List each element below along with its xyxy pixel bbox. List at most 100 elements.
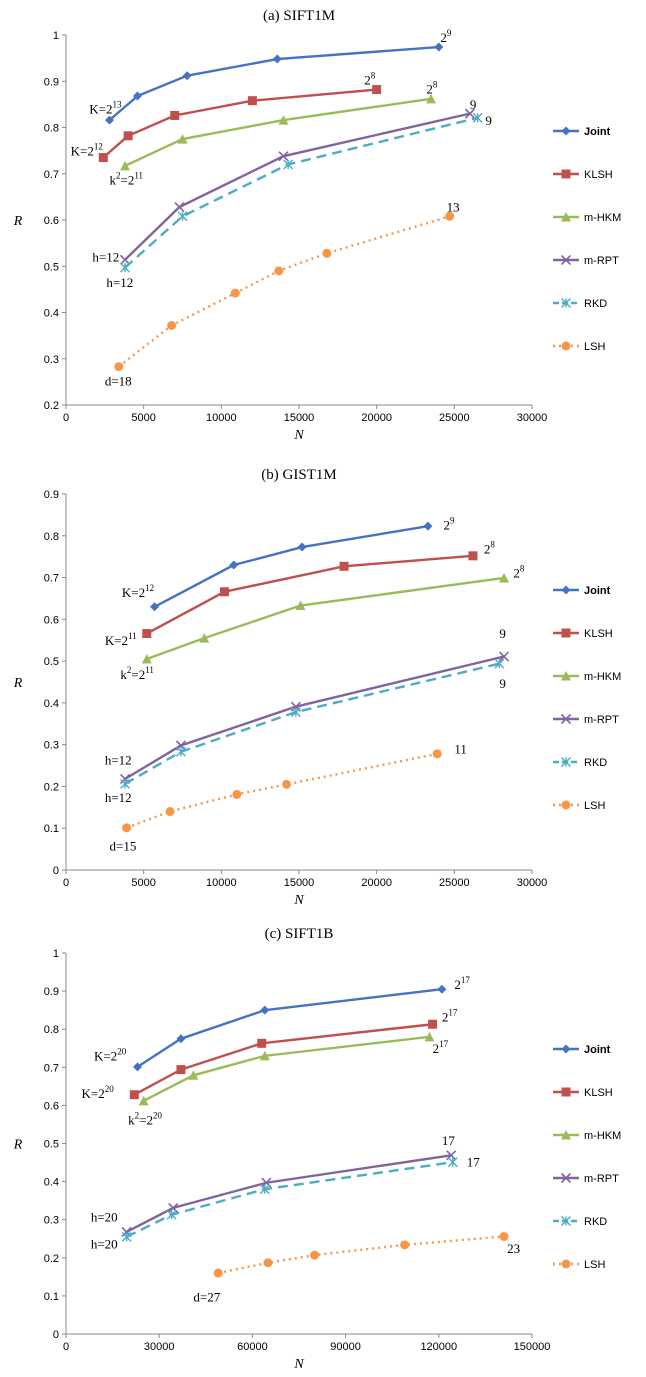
x-tick-label: 20000 — [361, 412, 392, 424]
data-point-lsh — [230, 288, 240, 298]
axes: 0.2 0.3 0.4 0.5 0.6 0.7 0.8 0.9 1 0 5000 10000 15000… — [44, 30, 548, 424]
legend-label: LSH — [584, 1259, 605, 1271]
legend-label: m-RPT — [584, 714, 619, 726]
annotation-label: h=12 — [105, 790, 132, 805]
data-point-klsh — [123, 131, 133, 141]
data-point-joint — [104, 115, 114, 125]
y-tick-label: 0.8 — [44, 1024, 59, 1036]
chart-title: (a) SIFT1M — [263, 8, 335, 24]
data-point-m-rpt — [278, 151, 289, 162]
series-line-lsh — [118, 215, 451, 368]
data-point-rkd — [494, 658, 505, 669]
data-point-m-hkm — [177, 134, 188, 144]
data-point-m-hkm — [278, 115, 289, 125]
x-tick-label: 25000 — [439, 412, 470, 424]
series-m-rpt — [119, 651, 510, 784]
series-line-rkd — [124, 662, 500, 785]
series-joint — [132, 984, 447, 1072]
annotation-label: K=212 — [122, 583, 154, 600]
series-m-rpt — [119, 108, 475, 265]
chart-title: (c) SIFT1B — [265, 926, 334, 942]
legend: Joint KLSH m-HKM m-RPT RKD LSH — [553, 126, 621, 353]
series-line-m-rpt — [124, 655, 505, 780]
annotation-label: 28 — [426, 80, 438, 97]
annotation-label: 9 — [470, 97, 477, 112]
legend-item-m-rpt: m-RPT — [553, 713, 619, 726]
x-tick-label: 120000 — [420, 1341, 457, 1353]
y-tick-label: 0.9 — [44, 489, 59, 501]
data-point-m-hkm — [188, 1070, 199, 1080]
x-tick-label: 30000 — [517, 877, 548, 889]
data-point-lsh — [445, 211, 455, 221]
data-point-rkd — [290, 707, 301, 718]
data-point-rkd — [447, 1157, 458, 1168]
x-tick-label: 5000 — [131, 412, 155, 424]
series-joint — [104, 42, 444, 125]
annotation-label: d=15 — [109, 838, 136, 853]
legend-item-m-hkm: m-HKM — [553, 1130, 621, 1142]
y-tick-label: 0.5 — [44, 261, 59, 273]
legend-marker — [560, 1172, 572, 1184]
series-m-rpt — [121, 1150, 457, 1237]
data-point-m-hkm — [199, 633, 210, 643]
legend-item-klsh: KLSH — [553, 169, 613, 181]
x-tick-label: 60000 — [237, 1341, 268, 1353]
x-axis-label: N — [293, 1357, 304, 1372]
x-tick-label: 10000 — [206, 412, 237, 424]
data-point-joint — [423, 521, 433, 531]
axes: 0 0.1 0.2 0.3 0.4 0.5 0.6 0.7 0.8 0.9 0 5000 10000 15… — [44, 489, 548, 889]
y-tick-label: 0.3 — [44, 354, 59, 366]
legend-label: LSH — [584, 341, 605, 353]
annotation-label: K=213 — [89, 100, 122, 117]
chart-panel-a: (a) SIFT1M 0.2 0.3 0.4 0.5 0.6 0.7 0.8 0.9 1 0 5000… — [0, 0, 646, 459]
legend-marker — [561, 1259, 571, 1269]
data-point-klsh — [257, 1038, 267, 1048]
data-point-lsh — [165, 807, 175, 817]
data-point-klsh — [219, 587, 229, 597]
data-point-joint — [132, 91, 142, 101]
data-point-lsh — [167, 320, 177, 330]
annotation-label: 28 — [364, 70, 376, 87]
legend-marker — [561, 628, 571, 638]
series-line-joint — [136, 988, 443, 1068]
chart-panel-b: (b) GIST1M 0 0.1 0.2 0.3 0.4 0.5 0.6 0.7 0.8 0.9 0 5… — [0, 459, 646, 918]
annotation-label: 17 — [442, 1133, 456, 1148]
chart-panel-c: (c) SIFT1B 0 0.1 0.2 0.3 0.4 0.5 0.6 0.7 0.8 0.9 1 0… — [0, 918, 646, 1377]
annotation-label: h=12 — [105, 752, 132, 767]
legend-marker — [561, 169, 571, 179]
y-tick-label: 0.4 — [44, 698, 59, 710]
legend-marker — [561, 1044, 571, 1054]
y-tick-label: 0.2 — [44, 1253, 59, 1265]
legend-marker — [561, 341, 571, 351]
data-point-rkd — [166, 1209, 177, 1220]
annotation-label: 217 — [442, 1008, 458, 1025]
legend-item-lsh: LSH — [553, 341, 605, 353]
x-tick-label: 15000 — [284, 877, 315, 889]
legend-item-m-hkm: m-HKM — [553, 671, 621, 683]
series-klsh — [98, 85, 382, 163]
y-tick-label: 0.9 — [44, 76, 59, 88]
annotation-label: h=12 — [92, 250, 119, 265]
y-tick-label: 0.4 — [44, 308, 59, 320]
series-line-rkd — [124, 116, 478, 269]
legend-marker — [561, 800, 571, 810]
series-klsh — [142, 551, 478, 639]
annotation-label: 23 — [507, 1241, 520, 1256]
legend-marker — [561, 1087, 571, 1097]
y-tick-label: 1 — [53, 30, 59, 42]
data-point-joint — [150, 602, 160, 612]
x-tick-label: 0 — [63, 412, 69, 424]
annotation-label: d=27 — [193, 1290, 220, 1305]
series-rkd — [120, 112, 483, 273]
data-point-klsh — [142, 629, 152, 639]
data-point-rkd — [177, 211, 188, 222]
data-point-rkd — [121, 1231, 132, 1242]
data-point-lsh — [263, 1258, 273, 1268]
data-point-m-hkm — [120, 160, 131, 171]
annotation-label: d=18 — [105, 374, 132, 389]
series-line-rkd — [126, 1160, 453, 1238]
data-point-klsh — [339, 561, 349, 571]
chart-title: (b) GIST1M — [261, 467, 336, 483]
annotation-label: h=12 — [106, 275, 133, 290]
x-tick-label: 10000 — [206, 877, 237, 889]
